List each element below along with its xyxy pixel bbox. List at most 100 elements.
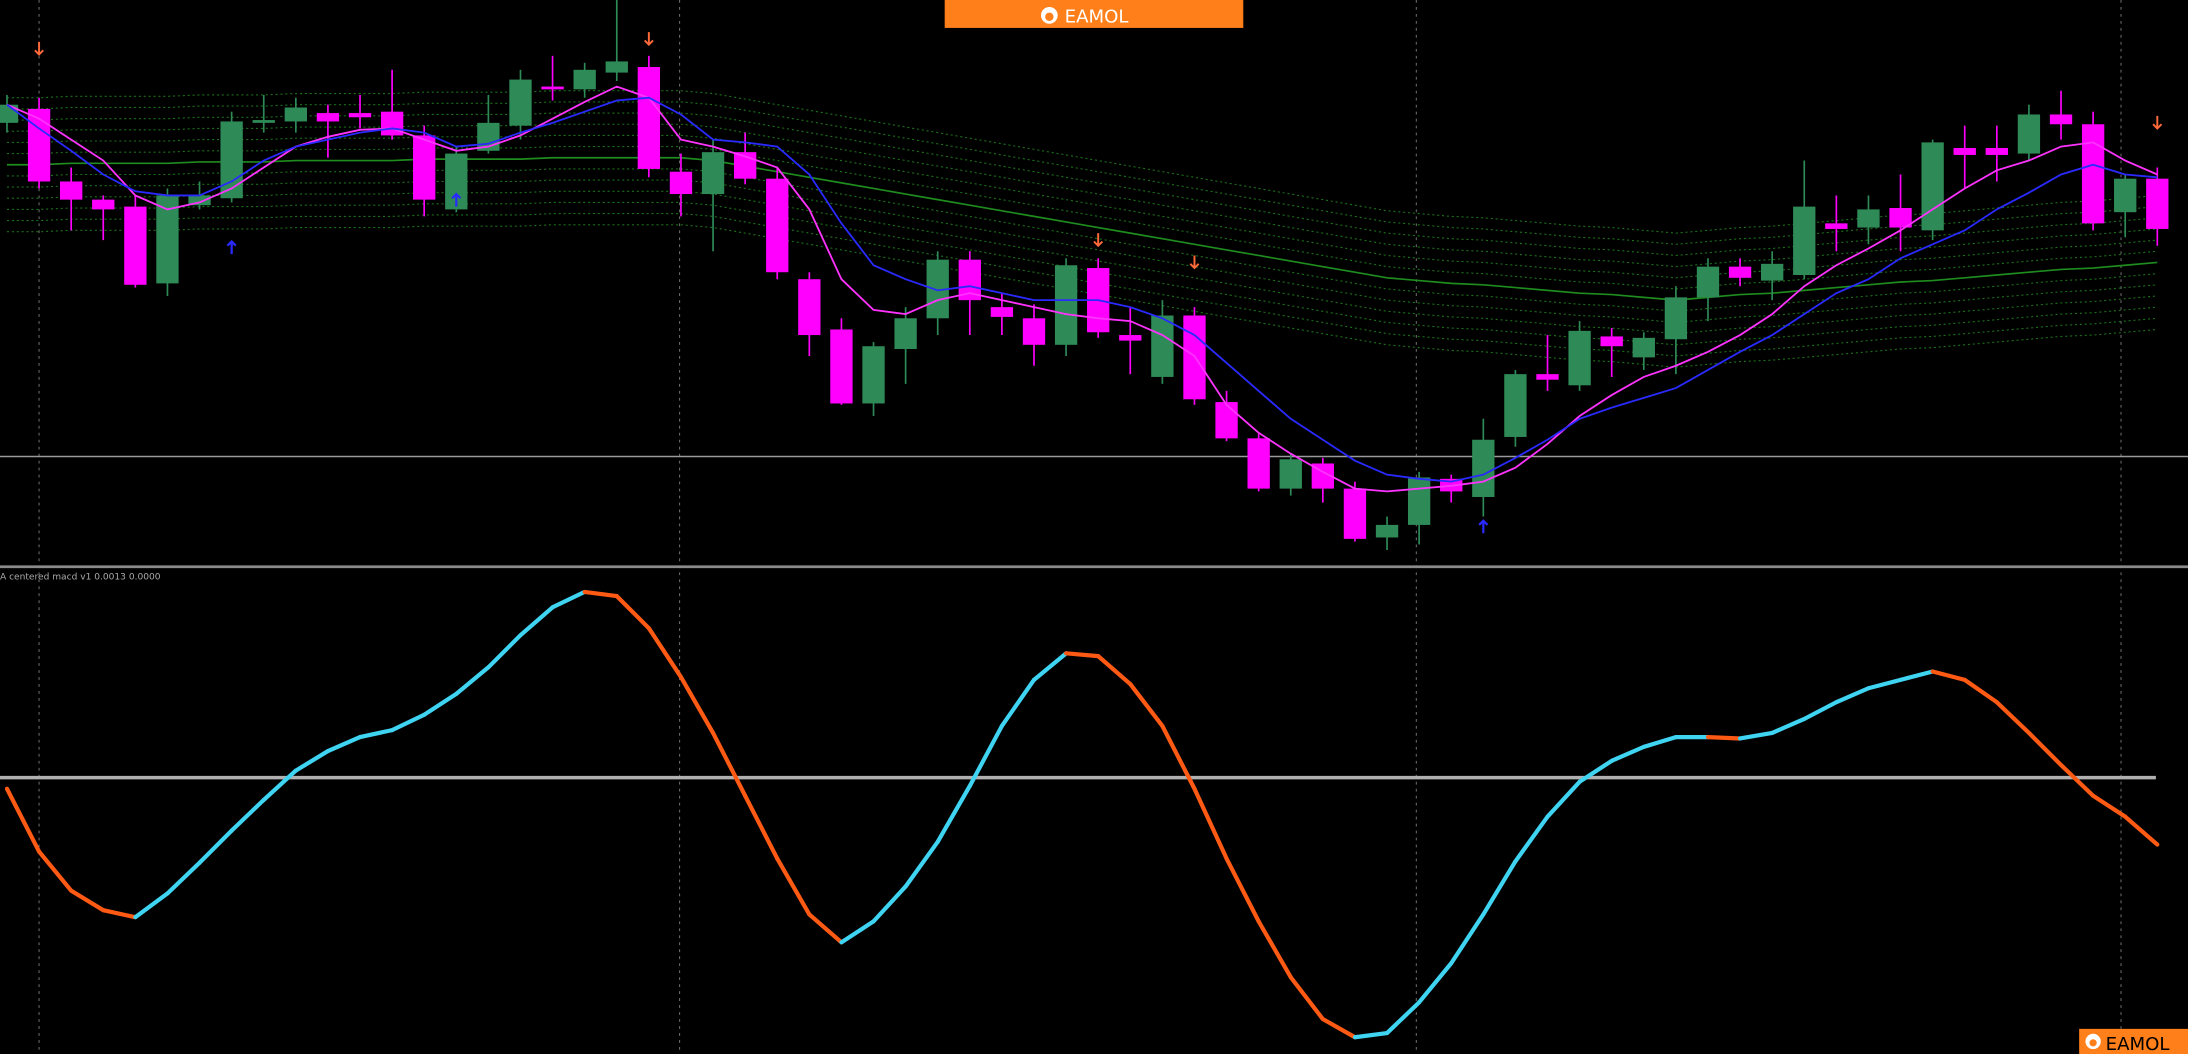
macd-segment xyxy=(550,589,587,610)
macd-segment xyxy=(1063,651,1101,659)
macd-segment xyxy=(1352,1030,1390,1040)
logo-icon xyxy=(2089,1039,2097,1047)
macd-segment xyxy=(743,793,780,861)
buy-arrow xyxy=(451,192,462,207)
candle-body xyxy=(1022,318,1046,345)
candle-body xyxy=(1985,147,2008,155)
candle-body xyxy=(92,199,115,210)
macd-segment xyxy=(1384,1000,1422,1036)
sell-arrow xyxy=(1189,255,1200,270)
price-pane xyxy=(0,0,2188,551)
candle-body xyxy=(1600,336,1623,347)
candle-body xyxy=(990,307,1014,317)
candle-body xyxy=(284,107,307,122)
macd-segment xyxy=(1802,700,1839,722)
macd-segment xyxy=(261,768,298,803)
macd-segment xyxy=(1545,779,1582,819)
candle-body xyxy=(156,195,179,284)
candle-body xyxy=(958,259,981,301)
moving-average xyxy=(6,96,2158,483)
macd-segment xyxy=(1449,912,1486,966)
candle-body xyxy=(445,153,468,210)
candle-body xyxy=(2017,114,2041,154)
macd-segment xyxy=(2058,762,2096,798)
macd-segment xyxy=(1770,716,1807,736)
candle-body xyxy=(2146,178,2169,229)
macd-segment xyxy=(710,730,748,798)
macd-segment xyxy=(422,691,459,717)
candle-body xyxy=(926,259,949,319)
macd-segment xyxy=(518,605,555,638)
macd-segment xyxy=(839,919,876,945)
candle-body xyxy=(1696,266,1720,298)
macd-segment xyxy=(1962,677,1999,705)
envelope-band xyxy=(6,146,2158,290)
candle-body xyxy=(1407,477,1431,525)
candle-body xyxy=(1793,206,1816,276)
candle-body xyxy=(830,329,853,404)
logo-top: EAMOL xyxy=(944,0,1244,28)
candle-body xyxy=(413,135,436,200)
macd-segment xyxy=(101,908,138,920)
candle-body xyxy=(573,69,596,90)
candle-body xyxy=(1151,315,1174,377)
candle-body xyxy=(1215,402,1238,439)
macd-segment xyxy=(1288,975,1325,1022)
macd-segment xyxy=(678,674,716,736)
candle-body xyxy=(1279,459,1302,489)
buy-arrow xyxy=(1478,519,1489,534)
macd-segment xyxy=(197,828,234,865)
envelope-band xyxy=(6,179,2158,324)
candle-body xyxy=(348,113,372,118)
candle-body xyxy=(1953,147,1976,155)
candle-body xyxy=(894,318,917,350)
candle-body xyxy=(1921,142,1944,231)
candle-body xyxy=(1375,524,1399,538)
candle-body xyxy=(1728,266,1752,278)
candle-body xyxy=(541,86,564,90)
candle-body xyxy=(637,67,661,169)
candle-body xyxy=(188,195,211,206)
candle-body xyxy=(1632,337,1655,358)
macd-segment xyxy=(229,797,266,833)
macd-segment xyxy=(1096,654,1133,687)
macd-segment xyxy=(1256,919,1293,980)
candle-body xyxy=(798,279,821,336)
logo-text: EAMOL xyxy=(2106,1034,2170,1054)
candle-body xyxy=(2114,178,2137,213)
macd-segment xyxy=(165,860,202,896)
candle-body xyxy=(766,178,789,273)
sell-arrow xyxy=(2152,115,2163,130)
candle-body xyxy=(316,113,340,122)
candle-body xyxy=(27,108,51,182)
macd-segment xyxy=(1481,859,1518,917)
candle-body xyxy=(605,61,628,73)
macd-segment xyxy=(1898,669,1935,682)
macd-segment xyxy=(1192,786,1229,861)
candle-body xyxy=(124,206,147,285)
macd-segment xyxy=(999,677,1037,729)
candle-body xyxy=(701,152,725,195)
macd-segment xyxy=(69,888,106,913)
moving-average xyxy=(6,85,2158,493)
candle-body xyxy=(1568,330,1591,386)
candle-body xyxy=(2081,124,2105,224)
candle-body xyxy=(1054,265,1078,345)
macd-segment xyxy=(1609,744,1646,763)
macd-segment xyxy=(775,856,812,917)
macd-segment xyxy=(2123,814,2160,847)
macd-segment xyxy=(1513,814,1550,864)
candle-body xyxy=(60,181,83,200)
macd-segment xyxy=(1128,681,1165,729)
candle-body xyxy=(1504,374,1527,437)
macd-segment xyxy=(1705,735,1743,741)
candle-body xyxy=(1472,439,1495,497)
candle-body xyxy=(1857,209,1880,228)
candle-body xyxy=(1343,488,1367,539)
sell-arrow xyxy=(643,32,654,47)
macd-segment xyxy=(357,728,395,740)
macd-pane: A centered macd v1 0.0013 0.0000 xyxy=(0,572,2160,1040)
logo-text: EAMOL xyxy=(1065,6,1129,27)
